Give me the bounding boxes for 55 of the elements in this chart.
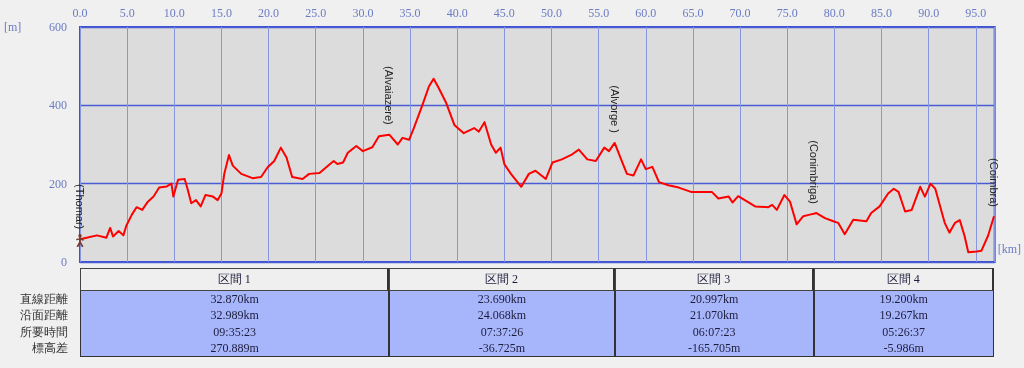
x-tick-label: 5.0: [119, 6, 135, 20]
x-tick-label: 55.0: [588, 6, 610, 20]
text: 32.870km: [210, 291, 259, 306]
x-tick-label: 85.0: [871, 6, 893, 20]
x-tick-label: 45.0: [493, 6, 515, 20]
text: 09:35:23: [213, 324, 256, 339]
x-tick-label: 70.0: [729, 6, 751, 20]
y-tick-label: 200: [49, 176, 67, 191]
category-label: 区間 3: [614, 268, 814, 291]
text: 05:26:37: [882, 324, 925, 339]
category-label: 沿面距離: [20, 308, 68, 323]
x-tick-label: 35.0: [399, 6, 421, 20]
text: 19.200km: [879, 291, 928, 306]
x-tick-label: 40.0: [446, 6, 468, 20]
category-label: 標高差: [32, 341, 68, 356]
category-label: 区間 4: [813, 268, 994, 291]
y-tick-label: 0: [61, 255, 67, 269]
text: 07:37:26: [480, 324, 524, 339]
x-tick-label: 95.0: [965, 6, 987, 20]
text: 19.267km: [879, 308, 928, 323]
x-tick-label: 30.0: [352, 6, 374, 20]
text: 24.068km: [477, 308, 527, 323]
annotation: (Conimbriga): [807, 140, 820, 204]
text: 32.989km: [210, 308, 259, 323]
category-label: 所要時間: [20, 324, 68, 339]
x-tick-label: 75.0: [776, 6, 798, 20]
y-axis-title: [m]: [4, 20, 22, 34]
x-tick-label: 20.0: [258, 6, 280, 20]
x-tick-label: 25.0: [305, 6, 327, 20]
annotation: (Alvaiazere): [383, 66, 396, 125]
x-axis-title: [km]: [997, 242, 1021, 256]
text: 23.690km: [477, 291, 527, 306]
y-tick-label: 600: [49, 20, 67, 34]
x-tick-label: 60.0: [635, 6, 657, 20]
category-label: 区間 1: [80, 268, 390, 291]
x-tick-label: 0.0: [72, 6, 88, 20]
text: 06:07:23: [692, 324, 736, 339]
y-tick-label: 400: [49, 98, 67, 113]
x-tick-label: 90.0: [918, 6, 940, 20]
annotation: (Coimbra): [987, 158, 1000, 207]
text: -165.705m: [687, 340, 741, 355]
x-tick-label: 50.0: [540, 6, 562, 20]
text: 20.997km: [689, 291, 739, 306]
annotation: (Thomar): [74, 184, 86, 230]
category-label: 区間 2: [389, 268, 615, 291]
annotation: (Alvorge ): [608, 85, 621, 133]
text: -36.725m: [478, 340, 526, 355]
text: -5.986m: [883, 340, 924, 355]
category-label: 直線距離: [20, 291, 68, 306]
x-tick-label: 15.0: [210, 6, 232, 20]
x-tick-label: 10.0: [163, 6, 185, 20]
text: 21.070km: [689, 308, 739, 323]
text: 270.889m: [210, 340, 259, 355]
x-tick-label: 65.0: [682, 6, 704, 20]
x-tick-label: 80.0: [823, 6, 845, 20]
